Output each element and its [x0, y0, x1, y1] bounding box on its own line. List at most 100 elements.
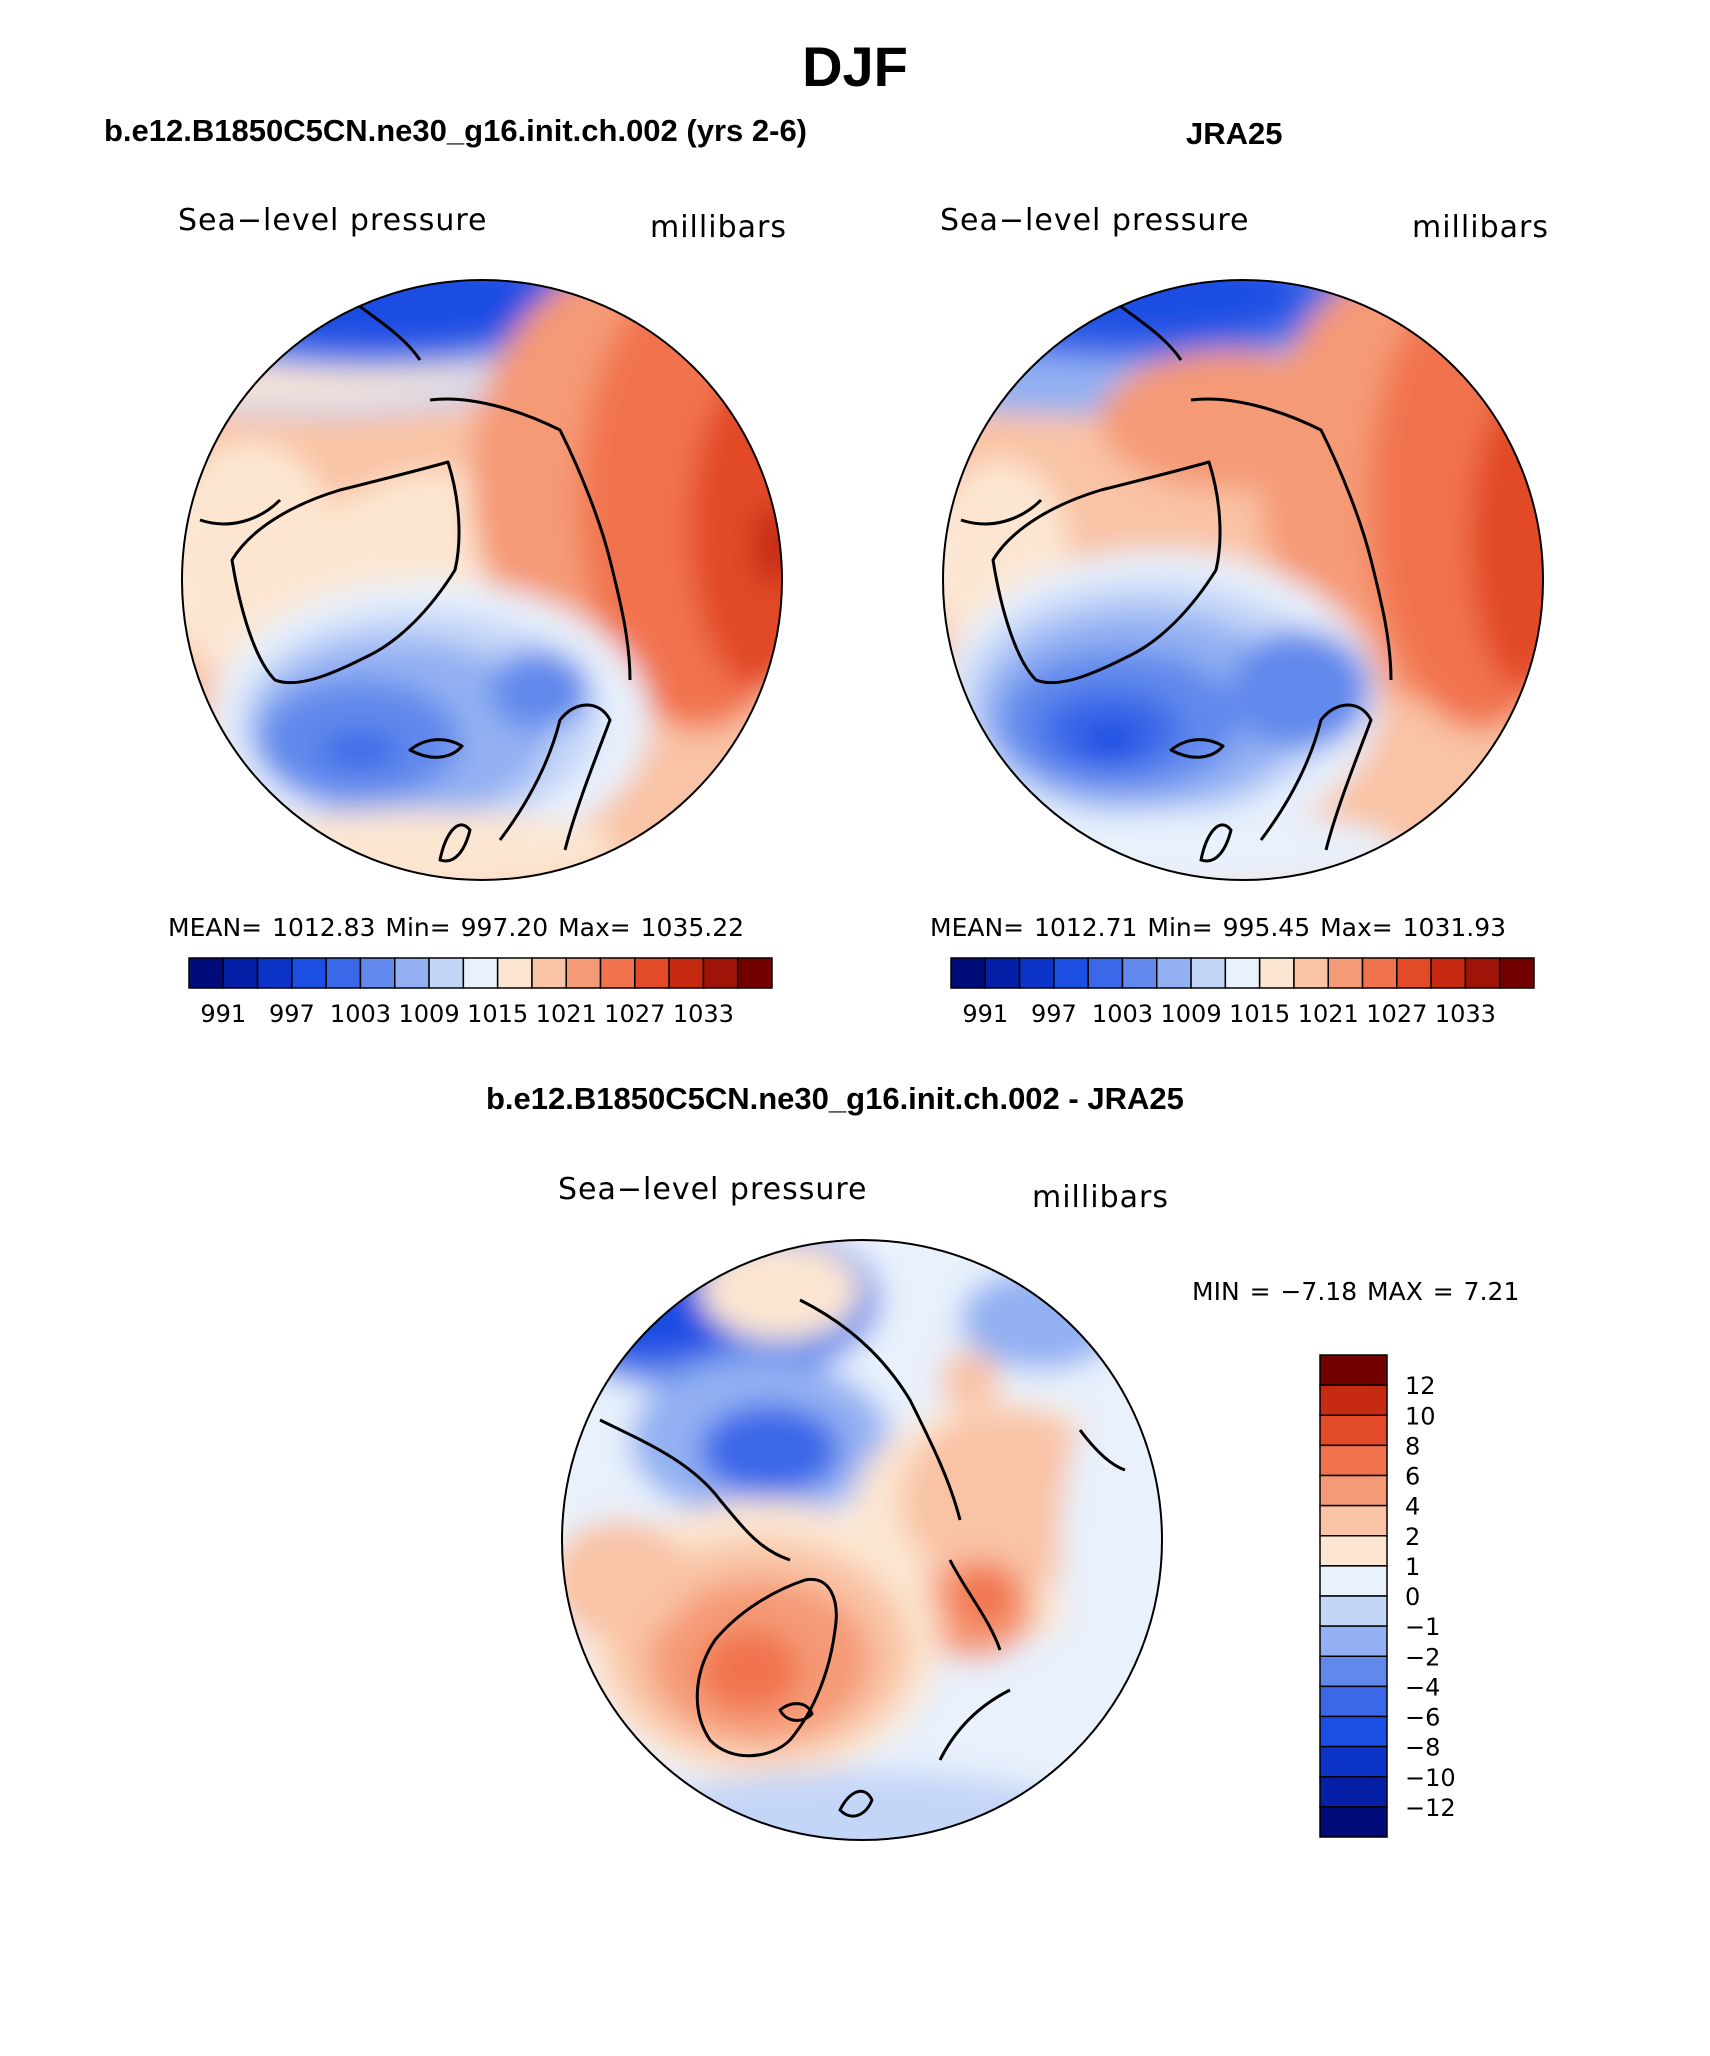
panel3-map — [562, 1240, 1162, 1840]
panel3-colorbar-tick-label: 6 — [1405, 1463, 1420, 1491]
panel3-colorbar-tick-label: −10 — [1405, 1764, 1456, 1792]
figure-title: DJF — [802, 35, 908, 98]
panel3-colorbar-tick-label: −1 — [1405, 1613, 1440, 1641]
british-isles-coast — [838, 1789, 874, 1818]
panel2-title: JRA25 — [1186, 116, 1283, 151]
panel3-colorbar-tick-label: 0 — [1405, 1583, 1420, 1611]
panel1-colorbar-swatch — [634, 957, 670, 989]
panel2-colorbar-tick-label: 1009 — [1161, 1000, 1222, 1028]
panel3-colorbar-tick-label: −4 — [1405, 1673, 1440, 1701]
field-contour — [320, 732, 400, 768]
panel2-map — [943, 280, 1543, 880]
panel2-colorbar-swatch — [1258, 957, 1295, 989]
panel1-colorbar-swatch — [428, 957, 465, 989]
panel1-colorbar-tick-label: 991 — [200, 1000, 246, 1028]
panel2-colorbar-swatch — [1018, 957, 1055, 989]
british-isles-coast — [438, 823, 472, 863]
iceland-coast — [1169, 738, 1225, 759]
field-contour — [753, 505, 782, 585]
scandinavia-coast — [498, 703, 612, 851]
panel3-map-border — [561, 1239, 1163, 1841]
panel1-colorbar-swatch — [736, 957, 773, 989]
panel1-colorbar: 991 997 1003 1009 1015 1021 1027 1033 — [188, 957, 773, 1028]
panel2-colorbar-swatch — [1087, 957, 1124, 989]
field-contour — [980, 280, 1300, 335]
field-contour — [940, 1350, 1000, 1410]
panel3-colorbar-tick-label: 12 — [1405, 1372, 1436, 1400]
panel3-colorbar-tick-label: −2 — [1405, 1643, 1440, 1671]
panel3-stats: MIN = −7.18 MAX = 7.21 — [1192, 1277, 1520, 1306]
field-contour — [700, 1630, 800, 1710]
panel1-colorbar-swatch — [291, 957, 327, 989]
panel3-colorbar-tick-label: 1 — [1405, 1553, 1420, 1581]
panel3-colorbar-tick-label: −12 — [1405, 1794, 1456, 1822]
panel1-colorbar-tick-label: 1021 — [536, 1000, 597, 1028]
panel1-colorbar-tick-label: 1003 — [330, 1000, 391, 1028]
iceland-coast — [408, 738, 464, 759]
british-isles-coast — [1199, 823, 1233, 863]
field-contour — [1000, 810, 1400, 880]
field-contour — [562, 1520, 690, 1640]
panel2-colorbar-swatch — [984, 957, 1021, 989]
field-contour — [220, 810, 620, 880]
panel2-field-label: Sea−level pressure — [940, 203, 1250, 238]
panel3-colorbar-swatch — [1319, 1776, 1388, 1808]
panel2-colorbar-swatch — [1053, 957, 1089, 989]
field-contour — [490, 650, 590, 730]
panel3-colorbar-swatch — [1319, 1685, 1388, 1718]
field-contour — [1230, 630, 1370, 750]
panel3-colorbar-swatch — [1319, 1504, 1388, 1537]
panel1-colorbar-swatch — [359, 957, 396, 989]
panel3-colorbar-swatch — [1319, 1806, 1388, 1838]
siberia-coast — [429, 397, 632, 681]
panel2-colorbar-tick-label: 991 — [962, 1000, 1008, 1028]
siberia-coast — [799, 1298, 962, 1521]
iceland-coast — [778, 1702, 814, 1722]
panel1-colorbar-tick-label: 1015 — [467, 1000, 528, 1028]
field-contour — [1080, 722, 1140, 758]
panel3-field-label: Sea−level pressure — [558, 1172, 868, 1207]
scandinavia-coast — [1259, 703, 1373, 851]
greenland-coast — [991, 460, 1222, 685]
panel2-colorbar-tick-label: 1021 — [1298, 1000, 1359, 1028]
alaska-coast — [1078, 1429, 1126, 1472]
panel1-units-label: millibars — [650, 210, 787, 245]
panel2-stats: MEAN= 1012.71 Min= 995.45 Max= 1031.93 — [930, 913, 1507, 942]
field-contour — [1470, 390, 1543, 690]
panel1-colorbar-swatch — [668, 957, 705, 989]
field-contour — [630, 1770, 1090, 1840]
north-america-coast — [599, 1418, 791, 1562]
panel1-colorbar-swatch — [188, 957, 225, 989]
panel2-colorbar-tick-label: 1015 — [1229, 1000, 1290, 1028]
panel2-colorbar-tick-label: 1033 — [1435, 1000, 1496, 1028]
panel2-colorbar-swatch — [1430, 957, 1467, 989]
panel2-map-border — [942, 279, 1544, 881]
panel3-colorbar-tick-label: 8 — [1405, 1432, 1420, 1460]
field-contour — [957, 1565, 1013, 1625]
panel3-colorbar-tick-label: −8 — [1405, 1734, 1440, 1762]
panel2-colorbar-swatch — [1293, 957, 1329, 989]
panel2-colorbar-swatch — [1224, 957, 1261, 989]
panel3-colorbar-swatch — [1319, 1565, 1388, 1597]
panel2-colorbar-swatch — [1327, 957, 1364, 989]
panel1-colorbar-tick-label: 1033 — [673, 1000, 734, 1028]
siberia-coast — [1190, 397, 1393, 681]
panel3-colorbar-tick-label: 2 — [1405, 1523, 1420, 1551]
panel2-colorbar-swatch — [1396, 957, 1432, 989]
panel2-colorbar-swatch — [1361, 957, 1398, 989]
panel3-colorbar-swatch — [1319, 1474, 1388, 1507]
greenland-coast — [695, 1577, 838, 1758]
panel3-colorbar-swatch — [1319, 1745, 1388, 1778]
panel3-colorbar-tick-label: 4 — [1405, 1493, 1420, 1521]
panel2-colorbar-swatch — [1121, 957, 1158, 989]
panel1-colorbar-swatch — [462, 957, 499, 989]
panel3-units-label: millibars — [1032, 1180, 1169, 1215]
field-contour — [700, 1405, 840, 1495]
panel1-map-border — [181, 279, 783, 881]
panel1-map — [182, 280, 782, 880]
panel1-colorbar-tick-label: 997 — [269, 1000, 315, 1028]
panel1-colorbar-swatch — [565, 957, 602, 989]
panel2-colorbar-tick-label: 1003 — [1092, 1000, 1153, 1028]
panel2-colorbar-swatch — [950, 957, 987, 989]
panel3-colorbar-swatch — [1319, 1715, 1388, 1748]
